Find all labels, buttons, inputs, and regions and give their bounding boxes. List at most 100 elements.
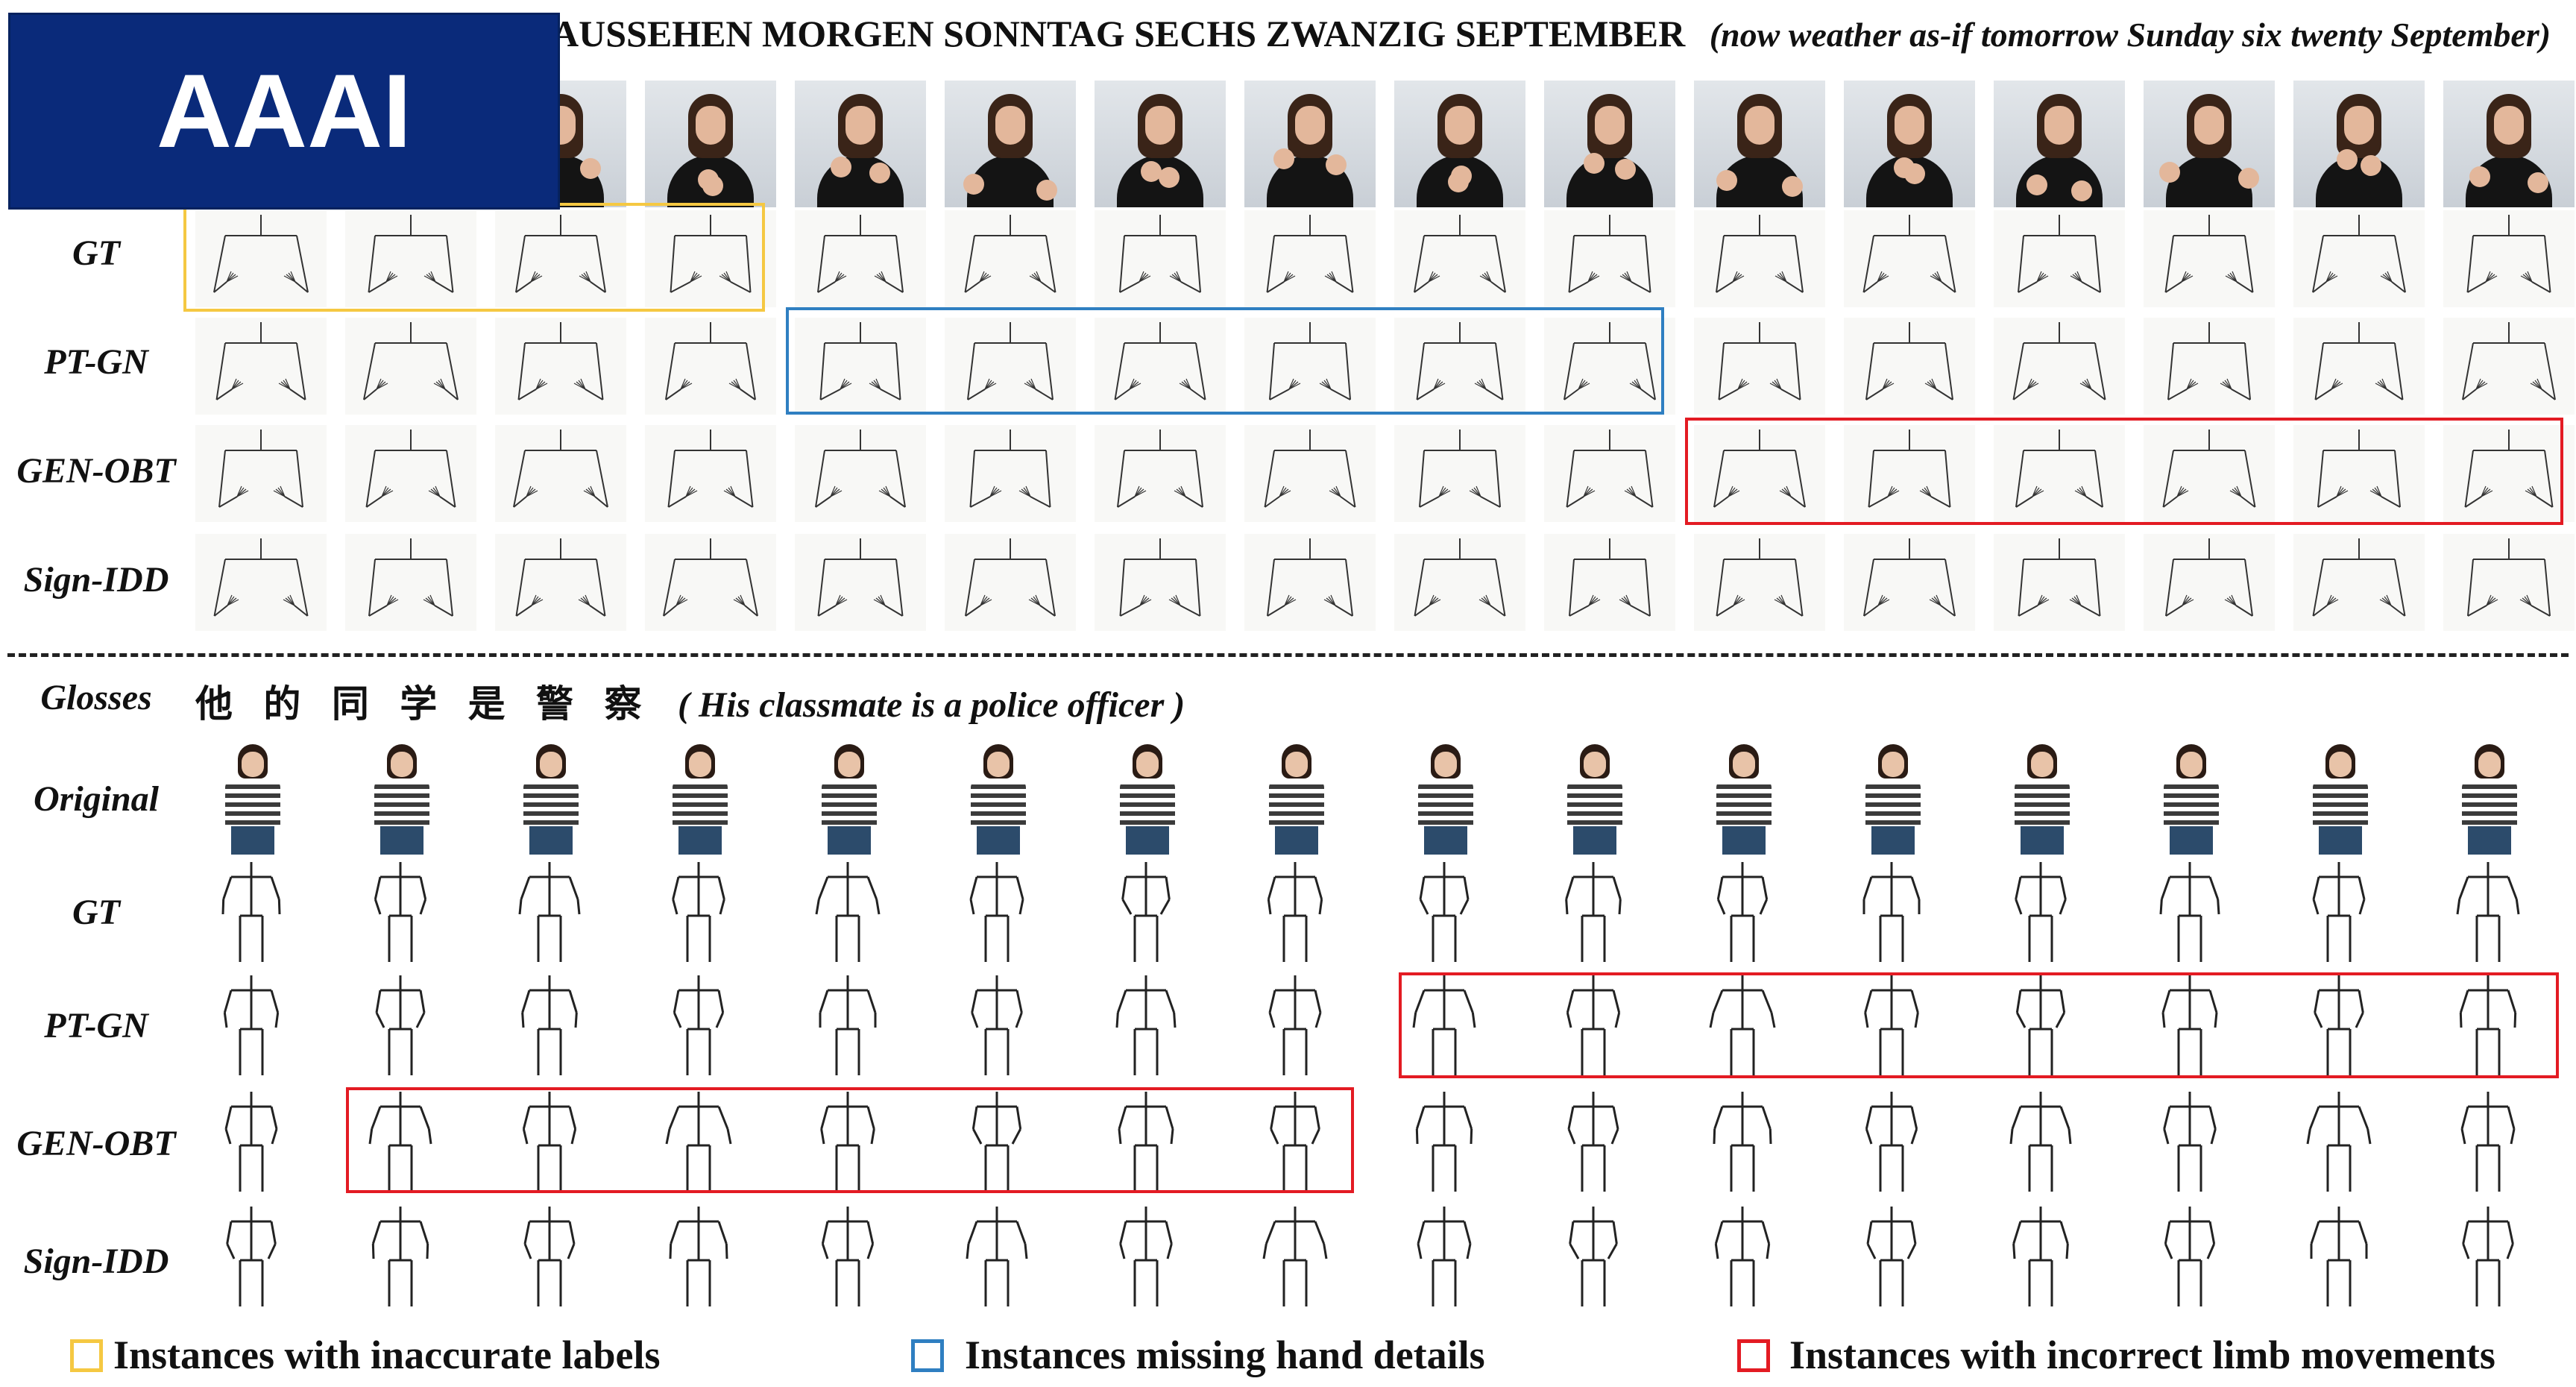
top-gloss-text: AUSSEHEN MORGEN SONNTAG SECHS ZWANZIG SE… <box>552 13 1686 54</box>
pose-skeleton <box>1544 318 1675 415</box>
pose-skeleton <box>645 318 776 415</box>
body-skeleton <box>792 1201 904 1312</box>
original-video-frame <box>1537 743 1649 855</box>
pose-skeleton <box>1994 425 2125 522</box>
pose-skeleton <box>945 534 1076 631</box>
body-skeleton <box>1090 969 1202 1081</box>
aaai-badge-text: AAAI <box>156 52 412 169</box>
pose-skeleton <box>1244 425 1376 522</box>
aaai-badge: AAAI <box>10 15 558 207</box>
body-skeleton <box>195 969 307 1081</box>
body-skeleton <box>494 1201 605 1312</box>
body-skeleton <box>643 1201 755 1312</box>
bottom-label-signidd: Sign-IDD <box>23 1242 169 1281</box>
body-skeleton <box>1239 856 1351 968</box>
original-video-frame <box>195 743 307 855</box>
original-video-frame <box>643 743 755 855</box>
pose-skeleton <box>495 318 626 415</box>
bottom-gloss-line: 他 的 同 学 是 警 察 ( His classmate is a polic… <box>195 674 1185 728</box>
body-skeleton <box>1239 1201 1351 1312</box>
pose-skeleton <box>2293 534 2425 631</box>
pose-skeleton <box>1694 318 1825 415</box>
pose-skeleton <box>1694 210 1825 307</box>
body-skeleton <box>1388 1086 1500 1198</box>
pose-skeleton <box>2144 210 2275 307</box>
bottom-label-original: Original <box>33 779 160 819</box>
body-skeleton <box>792 1086 904 1198</box>
body-skeleton <box>941 969 1053 1081</box>
bottom-label-gt: GT <box>72 893 120 932</box>
bottom-label-genobt: GEN-OBT <box>16 1124 176 1163</box>
bottom-translation: ( His classmate is a police officer ) <box>677 685 1185 725</box>
pose-skeleton <box>495 425 626 522</box>
original-video-frame <box>1836 743 1947 855</box>
body-skeleton <box>941 856 1053 968</box>
pose-skeleton <box>1844 425 1975 522</box>
pose-skeleton <box>645 534 776 631</box>
body-skeleton <box>2134 856 2246 968</box>
limb-movement-box-top <box>1685 418 2563 525</box>
top-video-frame <box>1244 81 1376 207</box>
pose-skeleton <box>1994 534 2125 631</box>
top-video-frame <box>1095 81 1226 207</box>
pose-skeleton <box>1694 425 1825 522</box>
body-skeleton <box>195 1201 307 1312</box>
pose-skeleton <box>1544 210 1675 307</box>
pose-skeleton <box>1244 318 1376 415</box>
original-video-frame <box>2134 743 2246 855</box>
pose-skeleton <box>195 534 327 631</box>
original-video-frame <box>2432 743 2544 855</box>
body-skeleton <box>643 1086 755 1198</box>
pose-skeleton <box>945 210 1076 307</box>
limb-movement-box-bottom-right <box>1399 972 2559 1078</box>
body-skeleton <box>1985 1201 2097 1312</box>
body-skeleton <box>1239 1086 1351 1198</box>
pose-skeleton <box>1394 210 1525 307</box>
original-video-frame <box>1687 743 1798 855</box>
pose-skeleton <box>2293 210 2425 307</box>
body-skeleton <box>2432 1086 2544 1198</box>
body-skeleton <box>2432 1201 2544 1312</box>
pose-skeleton <box>1095 318 1226 415</box>
original-video-frame <box>792 743 904 855</box>
top-video-frame <box>2443 81 2575 207</box>
body-skeleton <box>344 856 456 968</box>
original-video-frame <box>1985 743 2097 855</box>
body-skeleton <box>344 969 456 1081</box>
body-skeleton <box>643 969 755 1081</box>
pose-skeleton <box>1095 534 1226 631</box>
pose-skeleton <box>345 318 476 415</box>
body-skeleton <box>494 969 605 1081</box>
pose-skeleton <box>1095 425 1226 522</box>
pose-skeleton <box>795 534 926 631</box>
body-skeleton <box>2134 969 2246 1081</box>
pose-skeleton <box>495 534 626 631</box>
top-label-genobt: GEN-OBT <box>16 451 176 491</box>
top-video-frame <box>2293 81 2425 207</box>
body-skeleton <box>2134 1201 2246 1312</box>
top-gloss-line: AUSSEHEN MORGEN SONNTAG SECHS ZWANZIG SE… <box>552 12 2551 55</box>
original-video-frame <box>1388 743 1500 855</box>
pose-skeleton <box>795 425 926 522</box>
pose-skeleton <box>345 425 476 522</box>
top-video-frame <box>1394 81 1525 207</box>
top-video-frame <box>1994 81 2125 207</box>
top-video-frame <box>1694 81 1825 207</box>
body-skeleton <box>1836 856 1947 968</box>
body-skeleton <box>2283 969 2395 1081</box>
legend-swatch-yellow <box>70 1339 103 1372</box>
pose-skeleton <box>1994 318 2125 415</box>
top-label-signidd: Sign-IDD <box>23 560 169 600</box>
pose-skeleton <box>1394 318 1525 415</box>
pose-skeleton <box>645 210 776 307</box>
body-skeleton <box>2283 1086 2395 1198</box>
top-video-frame <box>1844 81 1975 207</box>
pose-skeleton <box>1394 534 1525 631</box>
body-skeleton <box>1090 1201 1202 1312</box>
legend-missing-hand: Instances missing hand details <box>965 1333 1485 1377</box>
pose-skeleton <box>195 318 327 415</box>
pose-skeleton <box>195 425 327 522</box>
pose-skeleton <box>1844 534 1975 631</box>
body-skeleton <box>1537 969 1649 1081</box>
pose-skeleton <box>1394 425 1525 522</box>
